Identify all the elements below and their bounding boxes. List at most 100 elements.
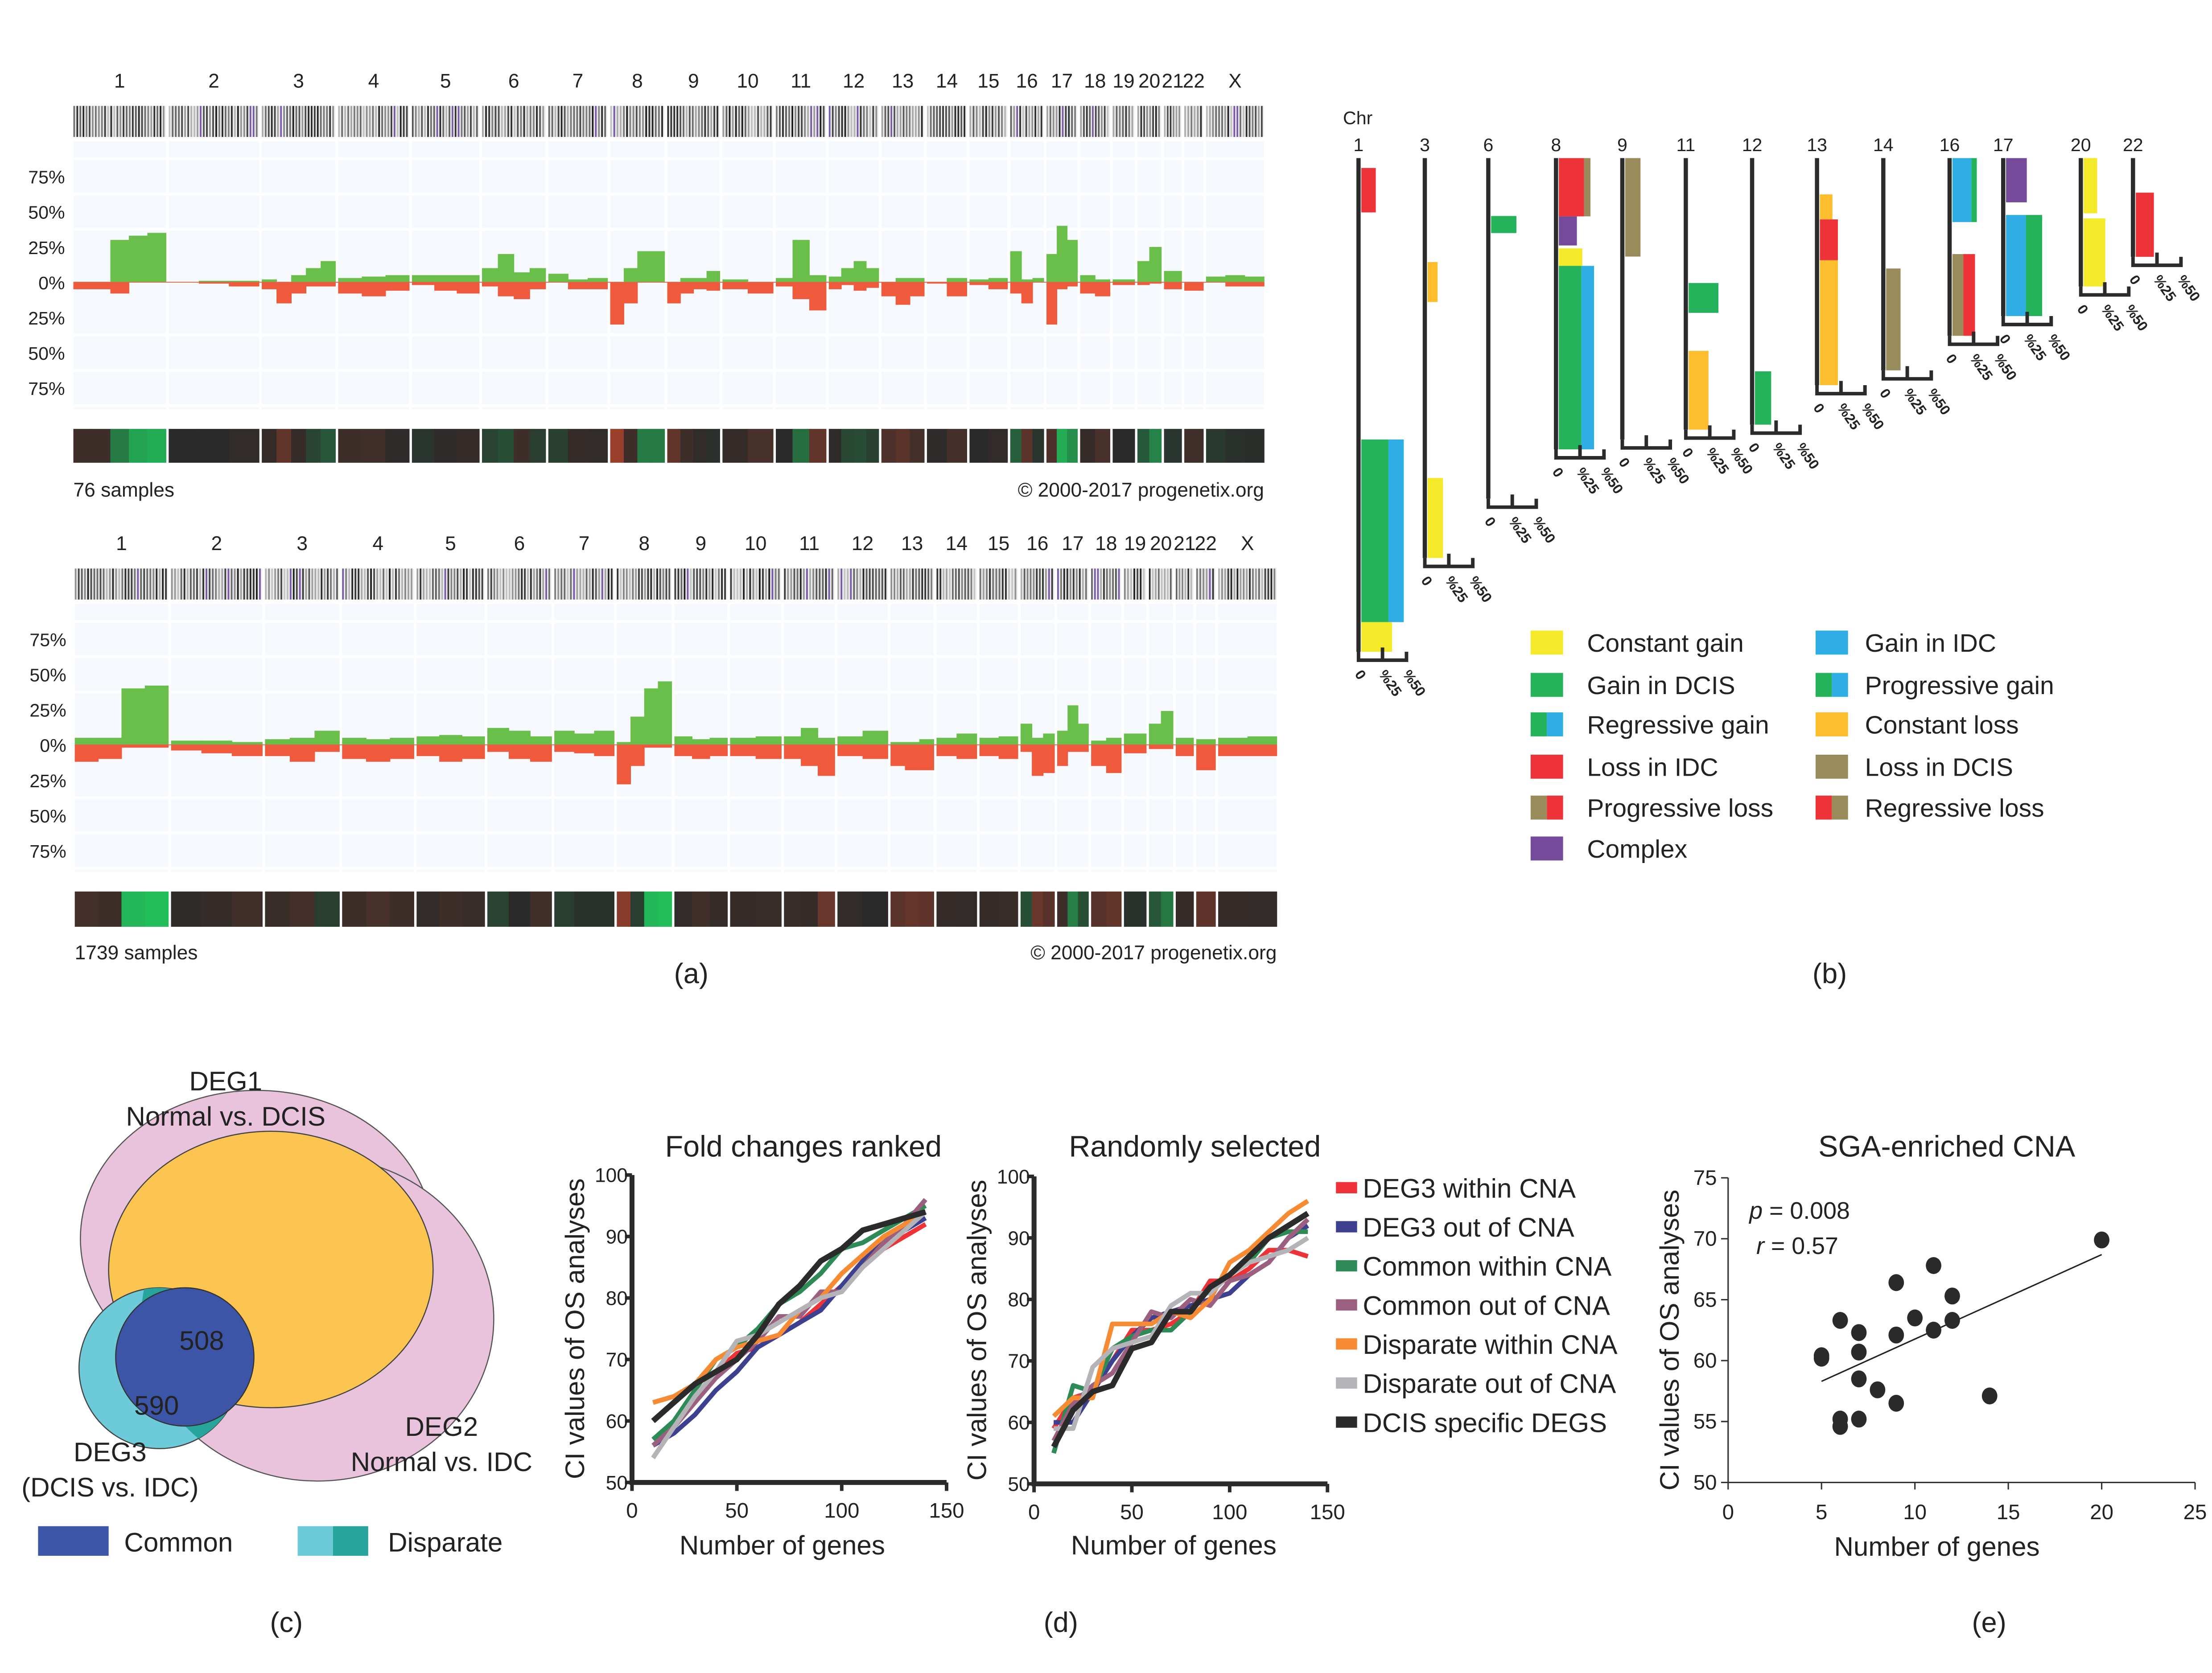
cytoband-band bbox=[209, 106, 211, 137]
frequency-tick-label: %25 bbox=[2020, 331, 2050, 363]
cytoband-band bbox=[1118, 568, 1120, 600]
cytoband-band bbox=[400, 106, 402, 137]
deg3-label: DEG3 bbox=[74, 1437, 147, 1467]
loss-bar bbox=[92, 282, 111, 289]
cytoband-band bbox=[450, 568, 453, 600]
cytoband-band bbox=[135, 106, 137, 137]
cytoband-band bbox=[921, 568, 923, 600]
cytoband-band bbox=[109, 568, 111, 600]
cytoband-band bbox=[1079, 568, 1081, 600]
legend-label: DCIS specific DEGS bbox=[1363, 1408, 1607, 1438]
loss-bar bbox=[617, 744, 631, 785]
chromosome-label: 18 bbox=[1095, 533, 1117, 555]
heat-strip-segment bbox=[169, 429, 199, 463]
cytoband-band bbox=[570, 568, 572, 600]
data-point bbox=[1851, 1370, 1867, 1388]
cytoband-band bbox=[255, 568, 258, 600]
heat-strip-segment bbox=[262, 429, 277, 463]
cytoband-band bbox=[774, 568, 777, 600]
gain-bar bbox=[171, 740, 202, 745]
gain-bar bbox=[314, 731, 340, 745]
frequency-tick-label: 0 bbox=[1352, 667, 1370, 682]
cytoband-band bbox=[1258, 568, 1260, 600]
heat-strip-segment bbox=[817, 891, 835, 927]
y-tick-label: 50% bbox=[28, 343, 65, 364]
frequency-axis-bracket bbox=[2131, 252, 2183, 267]
cytoband-band bbox=[878, 568, 880, 600]
cytoband-band bbox=[1130, 568, 1132, 600]
cytoband-band bbox=[713, 106, 715, 137]
cytoband-band bbox=[1178, 106, 1180, 137]
gain-bar bbox=[416, 736, 440, 745]
cytoband-band bbox=[1230, 568, 1232, 600]
cytoband-band bbox=[1010, 106, 1012, 137]
y-tick-label: 25% bbox=[29, 700, 66, 721]
cytoband-band bbox=[998, 106, 1000, 137]
data-point bbox=[1870, 1381, 1886, 1398]
cytoband-band bbox=[243, 568, 245, 600]
frequency-tick-label: 0 bbox=[1997, 331, 2014, 347]
cytoband-band bbox=[1157, 568, 1160, 600]
cytoband-band bbox=[610, 106, 612, 137]
cytoband-band bbox=[482, 106, 484, 137]
chromosome-label: 2 bbox=[208, 70, 219, 92]
x-tick-label: 15 bbox=[1997, 1500, 2020, 1524]
cytoband-band bbox=[289, 568, 292, 600]
cytoband-band bbox=[317, 106, 319, 137]
cytoband-band bbox=[467, 106, 469, 137]
cytoband-band bbox=[793, 568, 795, 600]
cytoband-band bbox=[134, 568, 136, 600]
cytoband-band bbox=[738, 106, 740, 137]
cytoband-band bbox=[560, 568, 563, 600]
cytoband-band bbox=[189, 568, 192, 600]
heat-strip-segment bbox=[674, 891, 693, 927]
cna-column-3: 3 0 %25%50 bbox=[1418, 135, 1495, 605]
cytoband-band bbox=[194, 106, 195, 137]
cytoband-band bbox=[338, 106, 340, 137]
heat-strip-segment bbox=[434, 429, 457, 463]
gain-bar bbox=[1046, 254, 1057, 283]
data-point bbox=[1888, 1274, 1904, 1291]
cytoband-band bbox=[890, 568, 893, 600]
gain-bar bbox=[1057, 731, 1068, 745]
legend-swatch bbox=[1530, 630, 1563, 655]
heat-strip-segment bbox=[667, 429, 681, 463]
panel-label-b: (b) bbox=[1812, 958, 1847, 990]
loss-bar bbox=[674, 744, 693, 756]
cytoband-band bbox=[383, 568, 384, 600]
cytoband-band bbox=[857, 106, 859, 137]
loss-bar bbox=[775, 282, 793, 287]
loss-bar bbox=[1149, 282, 1162, 284]
heat-strip-segment bbox=[1149, 429, 1162, 463]
frequency-axis-bracket bbox=[1620, 435, 1672, 450]
cytoband-band bbox=[967, 568, 969, 600]
cytoband-band bbox=[533, 568, 535, 600]
cytoband-band bbox=[906, 568, 908, 600]
cytoband-band bbox=[1107, 106, 1109, 137]
cytoband-band bbox=[1187, 106, 1190, 137]
cytoband-band bbox=[224, 106, 227, 137]
loss-bar bbox=[514, 282, 530, 300]
legend-label: Constant loss bbox=[1865, 711, 2019, 740]
cytoband-band bbox=[945, 106, 947, 137]
frequency-tick-label: %25 bbox=[1834, 400, 1864, 432]
cytoband-band bbox=[1203, 568, 1205, 600]
loss-bar bbox=[291, 282, 307, 294]
loss-bar bbox=[890, 744, 906, 766]
cytoband-band bbox=[265, 568, 267, 600]
cytoband-band bbox=[1149, 106, 1151, 137]
gain-bar bbox=[693, 278, 707, 283]
cytoband-band bbox=[872, 568, 874, 600]
cytoband-band bbox=[1152, 106, 1154, 137]
cna-column-17: 17 0 %25%50 bbox=[1993, 135, 2074, 364]
cytoband-band bbox=[1182, 568, 1183, 600]
loss-bar bbox=[722, 282, 748, 289]
cytoband-band bbox=[78, 568, 80, 600]
series-line-4 bbox=[1052, 1199, 1310, 1418]
cytoband-band bbox=[835, 106, 837, 137]
cytoband-band bbox=[949, 568, 951, 600]
cytoband-band bbox=[757, 106, 759, 137]
cytoband-band bbox=[751, 106, 753, 137]
cytoband-band bbox=[174, 568, 176, 600]
